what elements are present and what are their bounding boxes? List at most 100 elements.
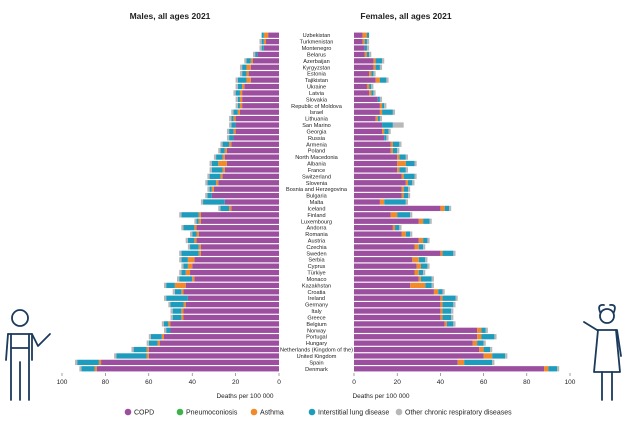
female-bar-segment: [458, 360, 464, 365]
male-bar-segment: [149, 341, 158, 346]
male-figure-icon: [6, 310, 50, 400]
male-bar-segment: [246, 71, 248, 76]
male-bar-segment: [201, 199, 203, 204]
male-bar-segment: [194, 276, 279, 281]
female-bar-segment: [490, 347, 492, 352]
male-bar-segment: [218, 206, 220, 211]
female-bar-segment: [384, 199, 406, 204]
female-bar-segment: [430, 219, 432, 224]
female-bar-segment: [425, 283, 431, 288]
male-bar-segment: [253, 52, 255, 57]
female-bar-segment: [402, 231, 406, 236]
male-bar-segment: [246, 77, 250, 82]
male-bar-segment: [207, 187, 209, 192]
country-label: Türkiye: [307, 271, 325, 277]
male-bar-segment: [227, 161, 279, 166]
female-bar-segment: [440, 302, 442, 307]
male-bar-segment: [220, 148, 224, 153]
country-label: Bulgaria: [306, 194, 327, 200]
female-bar-segment: [445, 206, 449, 211]
country-label: Iceland: [307, 206, 325, 212]
female-bar-segment: [354, 52, 365, 57]
female-bar-segment: [391, 212, 397, 217]
male-bar-segment: [233, 90, 235, 95]
female-bar-segment: [354, 129, 382, 134]
female-bar-segment: [354, 308, 440, 313]
legend-swatch: [309, 409, 316, 416]
male-bar-segment: [236, 97, 238, 102]
female-bar-segment: [481, 328, 485, 333]
male-bar-segment: [201, 219, 279, 224]
male-bar-segment: [210, 187, 212, 192]
male-bar-segment: [218, 180, 279, 185]
female-bar-segment: [399, 142, 401, 147]
female-bar-segment: [354, 199, 380, 204]
male-bar-segment: [171, 308, 173, 313]
female-bar-segment: [354, 84, 367, 89]
male-bar-segment: [95, 366, 97, 371]
male-bar-segment: [223, 142, 230, 147]
male-bar-segment: [236, 90, 240, 95]
female-bar-segment: [378, 116, 380, 121]
female-bar-segment: [386, 77, 388, 82]
country-labels: UzbekistanTurkmenistanMontenegroBelarusA…: [280, 33, 353, 373]
male-bar-segment: [134, 347, 147, 352]
tick-label: 0: [352, 379, 356, 386]
male-bar-segment: [194, 225, 196, 230]
country-label: Germany: [305, 303, 328, 309]
female-bar-segment: [440, 315, 442, 320]
female-bar-segment: [393, 110, 395, 115]
male-bar-segment: [149, 347, 279, 352]
male-bar-segment: [179, 276, 192, 281]
male-bar-segment: [184, 264, 188, 269]
male-bar-segment: [147, 347, 149, 352]
male-bar-segment: [147, 353, 149, 358]
female-bar-segment: [438, 289, 442, 294]
country-label: Cyprus: [308, 264, 326, 270]
female-bar-segment: [371, 71, 373, 76]
female-bar-segment: [382, 122, 393, 127]
female-bar-segment: [354, 296, 440, 301]
female-bar-segment: [548, 366, 557, 371]
female-bar-segment: [406, 161, 415, 166]
male-bar-segment: [214, 154, 216, 159]
country-label: Belarus: [307, 52, 326, 58]
female-bar-segment: [397, 154, 399, 159]
male-bar-segment: [149, 334, 151, 339]
legend-swatch: [396, 409, 403, 416]
female-bar-segment: [414, 244, 418, 249]
female-bar-segment: [414, 174, 416, 179]
male-bar-segment: [199, 212, 201, 217]
male-bar-segment: [236, 129, 279, 134]
male-bar-segment: [181, 264, 183, 269]
female-bar-segment: [464, 360, 492, 365]
female-bar-segment: [354, 225, 393, 230]
male-bar-segment: [238, 84, 242, 89]
female-bar-segment: [399, 167, 405, 172]
male-bar-segment: [116, 353, 146, 358]
female-bar-segment: [414, 161, 416, 166]
female-bar-segment: [354, 238, 419, 243]
female-bar-segment: [373, 65, 375, 70]
female-bar-segment: [389, 129, 391, 134]
female-bar-segment: [419, 276, 421, 281]
tick-label: 20: [232, 379, 240, 386]
male-bar-segment: [242, 97, 279, 102]
male-bar-segment: [194, 257, 279, 262]
male-bar-segment: [233, 129, 235, 134]
country-label: Andorra: [307, 226, 328, 232]
female-bar-segment: [365, 39, 367, 44]
male-bar-segment: [259, 39, 261, 44]
male-bar-segment: [210, 167, 212, 172]
country-label: Malta: [310, 200, 325, 206]
female-bar-segment: [365, 45, 367, 50]
female-bar-segment: [354, 193, 402, 198]
female-bar-segment: [440, 308, 442, 313]
female-bar-segment: [410, 231, 412, 236]
female-bar-segment: [399, 154, 405, 159]
male-bar-segment: [173, 289, 175, 294]
female-bar-segment: [453, 321, 455, 326]
female-bar-segment: [404, 193, 408, 198]
female-bar-segment: [443, 289, 445, 294]
male-bar-segment: [240, 110, 279, 115]
